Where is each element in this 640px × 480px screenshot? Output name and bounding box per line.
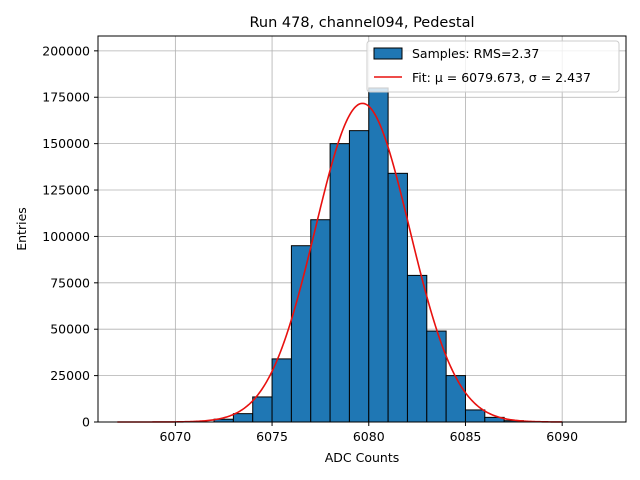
x-axis-ticks: 6070 6075 6080 6085 6090 (159, 422, 578, 444)
histogram-bar-4 (271, 358, 292, 423)
histogram-bars (213, 87, 524, 423)
chart-title: Run 478, channel094, Pedestal (249, 15, 474, 31)
y-tick-label-7: 175000 (42, 90, 90, 105)
legend: Samples: RMS=2.37 Fit: μ = 6079.673, σ =… (366, 40, 620, 93)
histogram-bar-11 (406, 274, 428, 423)
x-tick-label-2: 6080 (353, 429, 385, 444)
y-tick-label-1: 25000 (50, 368, 90, 383)
histogram-bar-8 (348, 130, 370, 423)
y-tick-label-3: 75000 (50, 275, 90, 290)
histogram-bar-7 (329, 143, 350, 423)
histogram-bar-2 (232, 413, 254, 423)
legend-box (366, 40, 620, 93)
legend-fit-label: Fit: μ = 6079.673, σ = 2.437 (412, 70, 591, 85)
y-tick-label-6: 150000 (42, 136, 90, 151)
y-axis-ticks: 0 25000 50000 75000 100000 125000 150000 175000… (42, 43, 98, 430)
histogram-bar-6 (310, 219, 331, 423)
histogram-bar-5 (290, 245, 312, 423)
x-tick-label-4: 6090 (546, 429, 578, 444)
x-axis-label: ADC Counts (325, 450, 400, 465)
x-tick-label-1: 6075 (256, 429, 288, 444)
histogram-bar-3 (252, 396, 273, 423)
plot-frame (97, 35, 627, 423)
x-tick-label-0: 6070 (159, 429, 191, 444)
y-tick-label-2: 50000 (50, 322, 90, 337)
histogram-bar-12 (426, 330, 447, 423)
legend-histogram-label: Samples: RMS=2.37 (412, 46, 539, 61)
y-axis-label: Entries (14, 207, 29, 251)
histogram-bar-13 (445, 375, 466, 423)
y-tick-label-5: 125000 (42, 183, 90, 198)
x-tick-label-3: 6085 (450, 429, 482, 444)
histogram-bar-14 (464, 409, 486, 423)
y-tick-label-0: 0 (82, 415, 90, 430)
y-tick-label-8: 200000 (42, 43, 90, 58)
legend-histogram-swatch (373, 47, 403, 60)
y-tick-label-4: 100000 (42, 229, 90, 244)
